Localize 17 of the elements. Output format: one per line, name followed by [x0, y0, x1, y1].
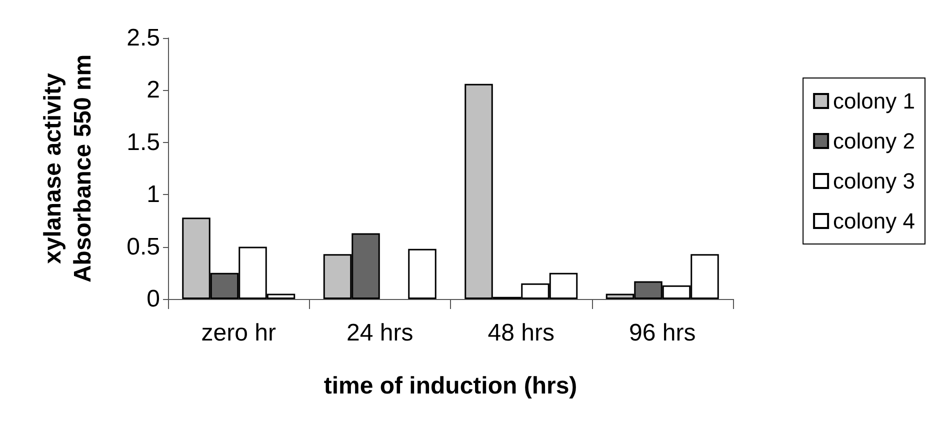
y-axis-title: xylanase activity Absorbance 550 nm: [40, 54, 96, 283]
bar: [408, 248, 436, 299]
x-tick-label: 96 hrs: [629, 320, 696, 346]
legend-label: colony 1: [833, 88, 916, 114]
legend-label: colony 2: [833, 128, 916, 154]
y-tick-label: 0.5: [126, 233, 160, 260]
x-tick-label: 48 hrs: [488, 320, 554, 346]
legend-label: colony 4: [833, 208, 916, 234]
legend-label: colony 3: [833, 168, 916, 194]
x-axis-title: time of induction (hrs): [324, 372, 578, 400]
y-tick-label: 1.5: [126, 128, 160, 156]
y-tick-label: 2: [146, 76, 160, 104]
x-tick-label: zero hr: [201, 320, 276, 346]
y-tick-label: 0: [146, 286, 160, 312]
y-tick-label: 2.5: [126, 24, 160, 52]
y-tick-label: 1: [146, 181, 160, 208]
x-tick-label: 24 hrs: [346, 320, 414, 346]
